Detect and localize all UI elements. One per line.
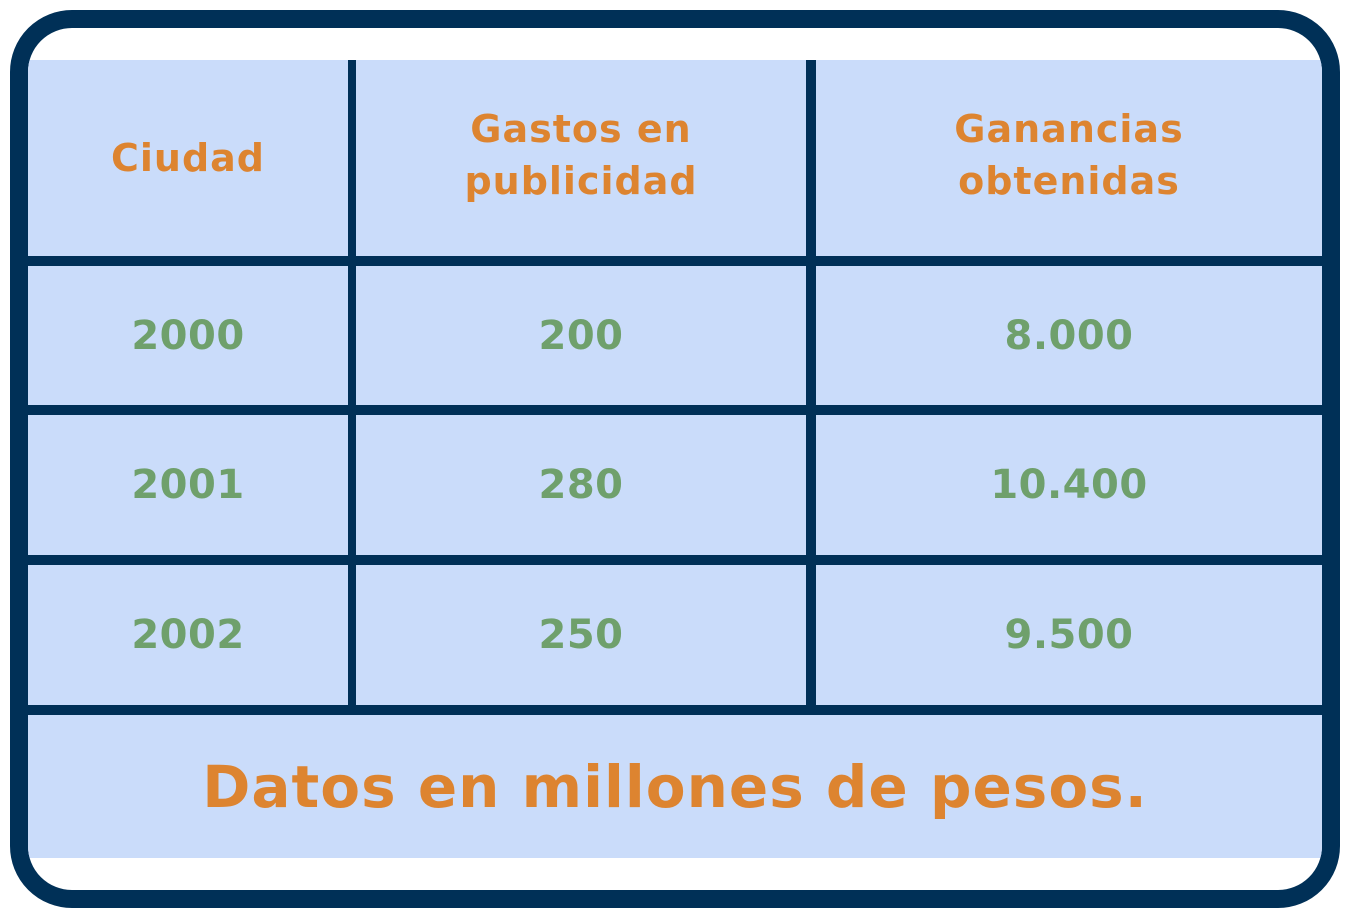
table-cell-ganancias: 9.500 [1004, 612, 1134, 658]
table-frame: Ciudad Gastos en publicidad Ganancias ob… [10, 10, 1340, 908]
table-cell-ciudad: 2001 [131, 462, 245, 508]
row-divider [28, 256, 1322, 266]
row-divider [28, 555, 1322, 565]
table-cell-gastos: 250 [538, 612, 624, 658]
table-cell-gastos: 200 [538, 312, 624, 359]
row-divider [28, 705, 1322, 715]
footnote: Datos en millones de pesos. [202, 752, 1148, 821]
table-cell-ciudad: 2000 [131, 312, 245, 359]
header-ganancias-obtenidas: Ganancias obtenidas [816, 60, 1322, 250]
column-divider [806, 60, 816, 713]
table-cell-ciudad: 2002 [131, 612, 245, 658]
header-gastos-en-publicidad: Gastos en publicidad [356, 60, 806, 250]
table-cell-ganancias: 10.400 [990, 462, 1148, 508]
header-ciudad-line: Ciudad [110, 136, 265, 180]
header-gastos-line-1: Gastos en [470, 107, 692, 151]
header-ganancias-line-1: Ganancias [954, 107, 1184, 151]
header-ciudad: Ciudad [28, 60, 348, 256]
column-divider [348, 60, 356, 713]
header-ganancias-line-2: obtenidas [958, 159, 1180, 203]
header-gastos-line-2: publicidad [464, 159, 698, 203]
data-table: Ciudad Gastos en publicidad Ganancias ob… [28, 60, 1322, 858]
table-cell-gastos: 280 [538, 462, 624, 508]
row-divider [28, 405, 1322, 415]
table-cell-ganancias: 8.000 [1004, 312, 1134, 359]
